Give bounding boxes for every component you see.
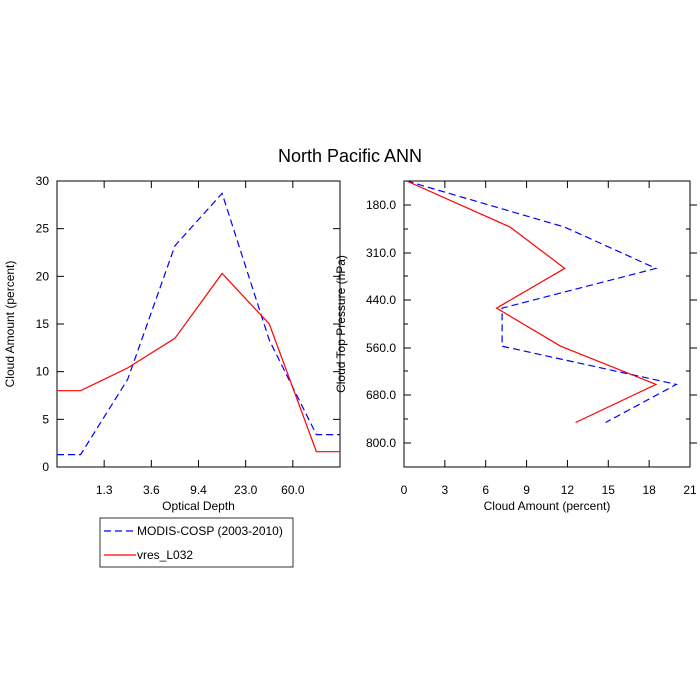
left-y-tick-label: 0: [42, 460, 49, 474]
left-x-tick-label: 60.0: [281, 483, 305, 497]
right-y-axis-title: Cloud Top Pressure (hPa): [334, 255, 348, 393]
left-y-axis-title: Cloud Amount (percent): [3, 261, 17, 388]
legend-box: [99, 517, 294, 568]
right-x-tick-label: 18: [642, 483, 656, 497]
right-series-line-vres-l032: [406, 180, 658, 424]
right-panel-pressure: 0 3 6 9 12 15 18 21 180.0 310.0 440.0 560.0 680.0 800…: [334, 180, 697, 513]
left-x-tick-label: 3.6: [143, 483, 160, 497]
right-y-tick-label: 800.0: [366, 436, 396, 450]
left-x-tick-label: 1.3: [96, 483, 113, 497]
right-x-tick-label: 0: [401, 483, 408, 497]
legend-label-modis-cosp-2003-2010: MODIS-COSP (2003-2010): [137, 524, 283, 538]
right-y-tick-label: 560.0: [366, 341, 396, 355]
legend: MODIS-COSP (2003-2010) vres_L032: [99, 517, 294, 568]
left-y-tick-label: 5: [42, 412, 49, 426]
right-x-tick-label: 3: [442, 483, 449, 497]
right-y-tick-label: 680.0: [366, 388, 396, 402]
right-x-axis-title: Cloud Amount (percent): [484, 499, 611, 513]
right-x-tick-label: 21: [683, 483, 697, 497]
legend-label-vres-l032: vres_L032: [137, 548, 193, 562]
left-x-tick-label: 23.0: [234, 483, 258, 497]
right-series-line-modis-cosp-2003-2010: [406, 180, 679, 424]
left-x-tick-label: 9.4: [190, 483, 207, 497]
right-y-tick-label: 440.0: [366, 293, 396, 307]
right-x-tick-label: 6: [482, 483, 489, 497]
left-y-tick-label: 30: [36, 174, 50, 188]
right-x-tick-label: 12: [561, 483, 575, 497]
right-y-tick-label: 310.0: [366, 246, 396, 260]
left-series-line-vres-l032: [57, 272, 340, 453]
right-y-tick-label: 180.0: [366, 198, 396, 212]
left-y-tick-label: 15: [36, 317, 50, 331]
chart-title: North Pacific ANN: [278, 146, 422, 166]
left-x-axis-title: Optical Depth: [162, 499, 235, 513]
left-y-tick-label: 20: [36, 269, 50, 283]
right-plot-frame: [403, 180, 691, 468]
right-x-tick-label: 15: [602, 483, 616, 497]
left-series-line-modis-cosp-2003-2010: [57, 192, 340, 456]
right-x-tick-label: 9: [523, 483, 530, 497]
left-y-tick-label: 10: [36, 365, 50, 379]
left-y-tick-label: 25: [36, 222, 50, 236]
left-panel-optical-depth: 0 5 10 15 20 25 30 1.3 3.6 9.4 23.0 60.0 Optical Dep…: [3, 174, 341, 513]
